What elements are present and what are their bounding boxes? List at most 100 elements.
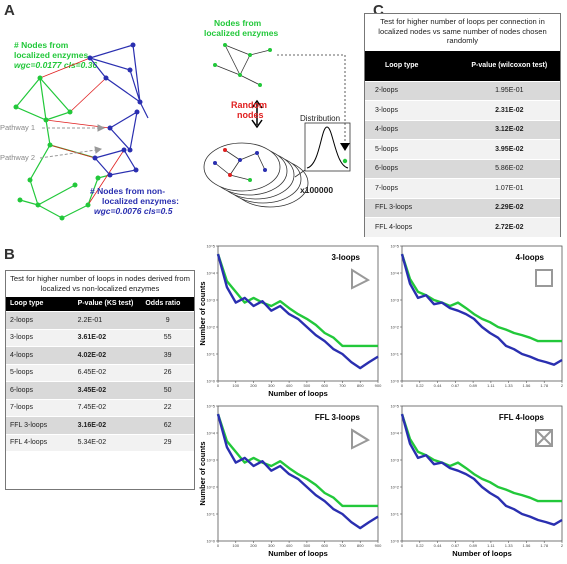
y-tick-label: 10^5: [390, 244, 399, 249]
y-tick-label: 10^0: [390, 539, 399, 544]
y-tick-label: 10^3: [206, 298, 215, 303]
table-row: 4-loops 4.02E-02 39: [6, 346, 194, 364]
x-tick-label: 1.78: [540, 383, 549, 388]
panel-b-header-p: P-value (KS test): [73, 297, 142, 312]
x-tick-label: 0.67: [451, 383, 460, 388]
y-tick-label: 10^1: [390, 512, 399, 517]
loop-icon: [535, 269, 553, 287]
x-tick-label: 0: [401, 383, 404, 388]
panel-b-table-box: Test for higher number of loops in nodes…: [5, 270, 195, 490]
random-label-line2: nodes: [237, 110, 264, 120]
x-tick-label: 400: [286, 543, 293, 548]
x-tick-label: 300: [268, 383, 275, 388]
p-value-cell: 3.45E-02: [73, 381, 142, 399]
y-axis-label: Number of counts: [198, 281, 207, 345]
x-tick-label: 1.11: [487, 383, 495, 388]
loop-type-cell: 6-loops: [6, 381, 74, 399]
p-value-cell: 2.2E-01: [73, 311, 142, 329]
x-axis-label: Number of loops: [268, 389, 328, 398]
p-value-cell: 2.31E-02: [458, 100, 560, 120]
multiplier-label: x100000: [300, 185, 334, 195]
x-tick-label: 0: [217, 383, 220, 388]
nonlocalized-stats: wgc=0.0076 cls=0.5: [94, 206, 173, 216]
p-value-cell: 3.16E-02: [73, 416, 142, 434]
y-tick-label: 10^3: [206, 458, 215, 463]
x-tick-label: 200: [250, 543, 257, 548]
loop-type-cell: 3-loops: [365, 100, 459, 120]
table-row: 6-loops 3.45E-02 50: [6, 381, 194, 399]
loop-icon: [351, 268, 371, 290]
panel-b-table: Loop type P-value (KS test) Odds ratio 2…: [6, 297, 194, 451]
y-tick-label: 10^1: [206, 352, 215, 357]
x-tick-label: 1.78: [540, 543, 549, 548]
x-tick-label: 0: [401, 543, 404, 548]
loop-type-cell: 2-loops: [365, 80, 459, 101]
y-tick-label: 10^5: [390, 404, 399, 409]
x-tick-label: 800: [357, 543, 364, 548]
x-tick-label: 2: [561, 383, 564, 388]
p-value-cell: 3.12E-02: [458, 119, 560, 140]
p-value-cell: 5.34E-02: [73, 433, 142, 451]
pathway2-label: Pathway 2: [0, 153, 36, 162]
panel-b-header-odds: Odds ratio: [141, 297, 194, 312]
x-tick-label: 1.56: [523, 543, 532, 548]
x-tick-label: 900: [375, 383, 382, 388]
random-sampling-diagram: [203, 43, 351, 208]
series-line: [216, 253, 379, 370]
nonlocalized-title-line1: # Nodes from non-: [90, 186, 166, 196]
panel-b-title: Test for higher number of loops in nodes…: [10, 274, 190, 293]
x-tick-label: 800: [357, 383, 364, 388]
x-tick-label: 400: [286, 383, 293, 388]
x-tick-label: 300: [268, 543, 275, 548]
loop-type-cell: 7-loops: [6, 398, 74, 417]
loop-type-cell: 4-loops: [365, 119, 459, 140]
odds-ratio-cell: 9: [141, 311, 194, 329]
x-tick-label: 600: [321, 543, 328, 548]
series-line: [400, 253, 563, 366]
localized-stats: wgc=0.0177 cls=0.36: [14, 60, 98, 70]
loop-icon: [535, 429, 553, 447]
p-value-cell: 1.07E-01: [458, 178, 560, 198]
loop-type-cell: 4-loops: [6, 346, 74, 364]
random-label-line1: Random: [231, 100, 267, 110]
plot-title: FFL 4-loops: [499, 413, 545, 422]
x-axis-label: Number of loops: [268, 549, 328, 558]
p-value-cell: 1.95E-01: [458, 80, 560, 101]
x-tick-label: 0.22: [416, 543, 425, 548]
panel-c-letter: C: [373, 2, 384, 19]
plot-title: 4-loops: [516, 253, 545, 262]
loop-type-cell: FFL 3-loops: [6, 416, 74, 434]
y-tick-label: 10^3: [390, 458, 399, 463]
y-tick-label: 10^0: [390, 379, 399, 384]
y-tick-label: 10^4: [206, 431, 215, 436]
table-row: 2-loops 2.2E-01 9: [6, 311, 194, 329]
panel-a-letter: A: [4, 2, 15, 19]
p-value-cell: 3.61E-02: [73, 328, 142, 347]
table-row: 3-loops 3.61E-02 55: [6, 328, 194, 347]
loop-type-cell: 5-loops: [6, 363, 74, 382]
table-row: 7-loops 7.45E-02 22: [6, 398, 194, 417]
panel-c-table: Loop type P-value (wilcoxon test) 2-loop…: [365, 50, 560, 237]
y-tick-label: 10^5: [206, 244, 215, 249]
x-tick-label: 1.11: [487, 543, 495, 548]
panel-c-header-type: Loop type: [365, 50, 459, 81]
y-tick-label: 10^5: [206, 404, 215, 409]
x-tick-label: 600: [321, 383, 328, 388]
table-row: FFL 3-loops 2.29E-02: [365, 197, 560, 218]
table-row: 5-loops 6.45E-02 26: [6, 363, 194, 382]
odds-ratio-cell: 39: [141, 346, 194, 364]
y-tick-label: 10^2: [206, 325, 215, 330]
odds-ratio-cell: 62: [141, 416, 194, 434]
y-tick-label: 10^4: [206, 271, 215, 276]
loop-type-cell: 5-loops: [365, 139, 459, 159]
table-row: 3-loops 2.31E-02: [365, 100, 560, 120]
loop-type-cell: 6-loops: [365, 158, 459, 179]
x-tick-label: 0.44: [434, 383, 443, 388]
localized-title-line1: # Nodes from: [14, 40, 69, 50]
x-tick-label: 700: [339, 383, 346, 388]
loop-type-cell: 3-loops: [6, 328, 74, 347]
odds-ratio-cell: 29: [141, 433, 194, 451]
y-tick-label: 10^0: [206, 379, 215, 384]
x-tick-label: 1.56: [523, 383, 532, 388]
loop-type-cell: 7-loops: [365, 178, 459, 198]
